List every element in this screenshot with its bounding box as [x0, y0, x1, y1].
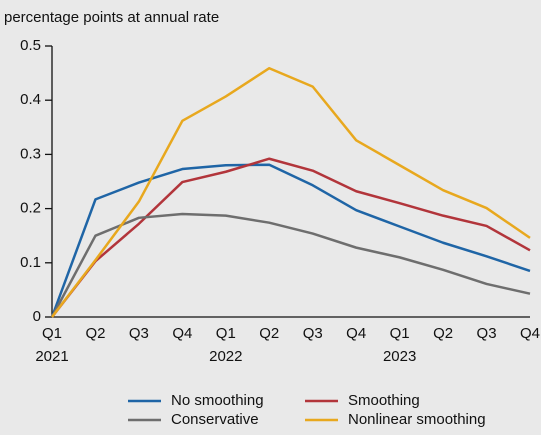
x-tick-label: Q4: [172, 325, 192, 342]
line-series: [50, 212, 531, 318]
legend-label: Conservative: [171, 411, 259, 428]
line-series: [51, 157, 531, 318]
y-tick-label: 0.2: [20, 200, 41, 217]
y-axis-label: percentage points at annual rate: [4, 9, 219, 26]
x-tick-label: Q3: [477, 325, 497, 342]
legend-label: No smoothing: [171, 392, 264, 409]
line-series: [50, 163, 531, 318]
year-label: 2022: [209, 348, 242, 365]
x-tick-label: Q2: [85, 325, 105, 342]
y-tick-label: 0.4: [20, 91, 41, 108]
year-label: 2023: [383, 348, 416, 365]
x-tick-label: Q3: [129, 325, 149, 342]
x-tick-label: Q2: [433, 325, 453, 342]
y-tick-label: 0: [33, 308, 41, 325]
x-tick-label: Q1: [42, 325, 62, 342]
line-series: [51, 66, 531, 318]
y-tick-label: 0.1: [20, 254, 41, 271]
x-tick-label: Q4: [346, 325, 366, 342]
y-tick-label: 0.5: [20, 37, 41, 54]
legend-label: Nonlinear smoothing: [348, 411, 486, 428]
x-tick-label: Q3: [303, 325, 323, 342]
x-tick-label: Q4: [520, 325, 540, 342]
x-tick-label: Q1: [390, 325, 410, 342]
year-label: 2021: [35, 348, 68, 365]
x-tick-label: Q2: [259, 325, 279, 342]
legend-label: Smoothing: [348, 392, 420, 409]
y-tick-label: 0.3: [20, 145, 41, 162]
x-tick-label: Q1: [216, 325, 236, 342]
